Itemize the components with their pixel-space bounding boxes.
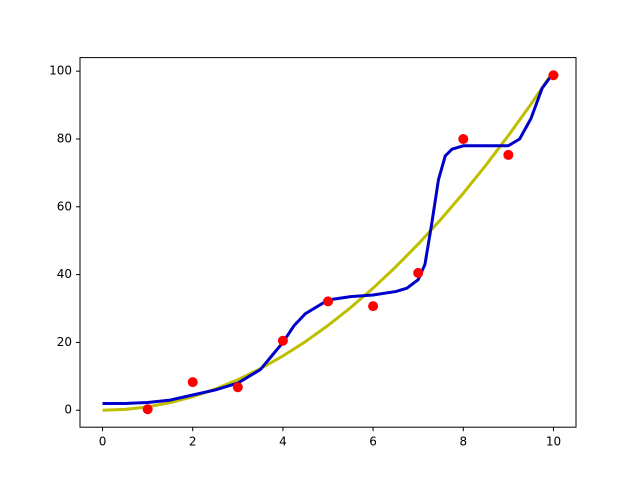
y-tick-label: 0 [64, 403, 72, 417]
x-tick-label: 2 [189, 435, 197, 449]
x-tick-label: 8 [459, 435, 467, 449]
point [187, 377, 198, 388]
y-tick-label: 60 [57, 199, 72, 213]
x-tick-label: 6 [369, 435, 377, 449]
y-tick-label: 40 [57, 267, 72, 281]
x-tick-label: 4 [279, 435, 287, 449]
y-tick-label: 100 [49, 64, 72, 78]
line [102, 71, 555, 405]
point [548, 70, 559, 81]
y-tick-label: 80 [57, 131, 72, 145]
point [458, 133, 469, 144]
point [277, 335, 288, 346]
point [368, 301, 379, 312]
axes-frame [79, 57, 577, 428]
x-tick-label: 10 [546, 435, 561, 449]
point [232, 382, 243, 393]
point [323, 296, 333, 307]
point [413, 267, 424, 278]
point [503, 149, 514, 160]
y-tick-label: 20 [57, 335, 72, 349]
point [142, 404, 153, 415]
x-tick-label: 0 [99, 435, 107, 449]
line [102, 70, 555, 412]
